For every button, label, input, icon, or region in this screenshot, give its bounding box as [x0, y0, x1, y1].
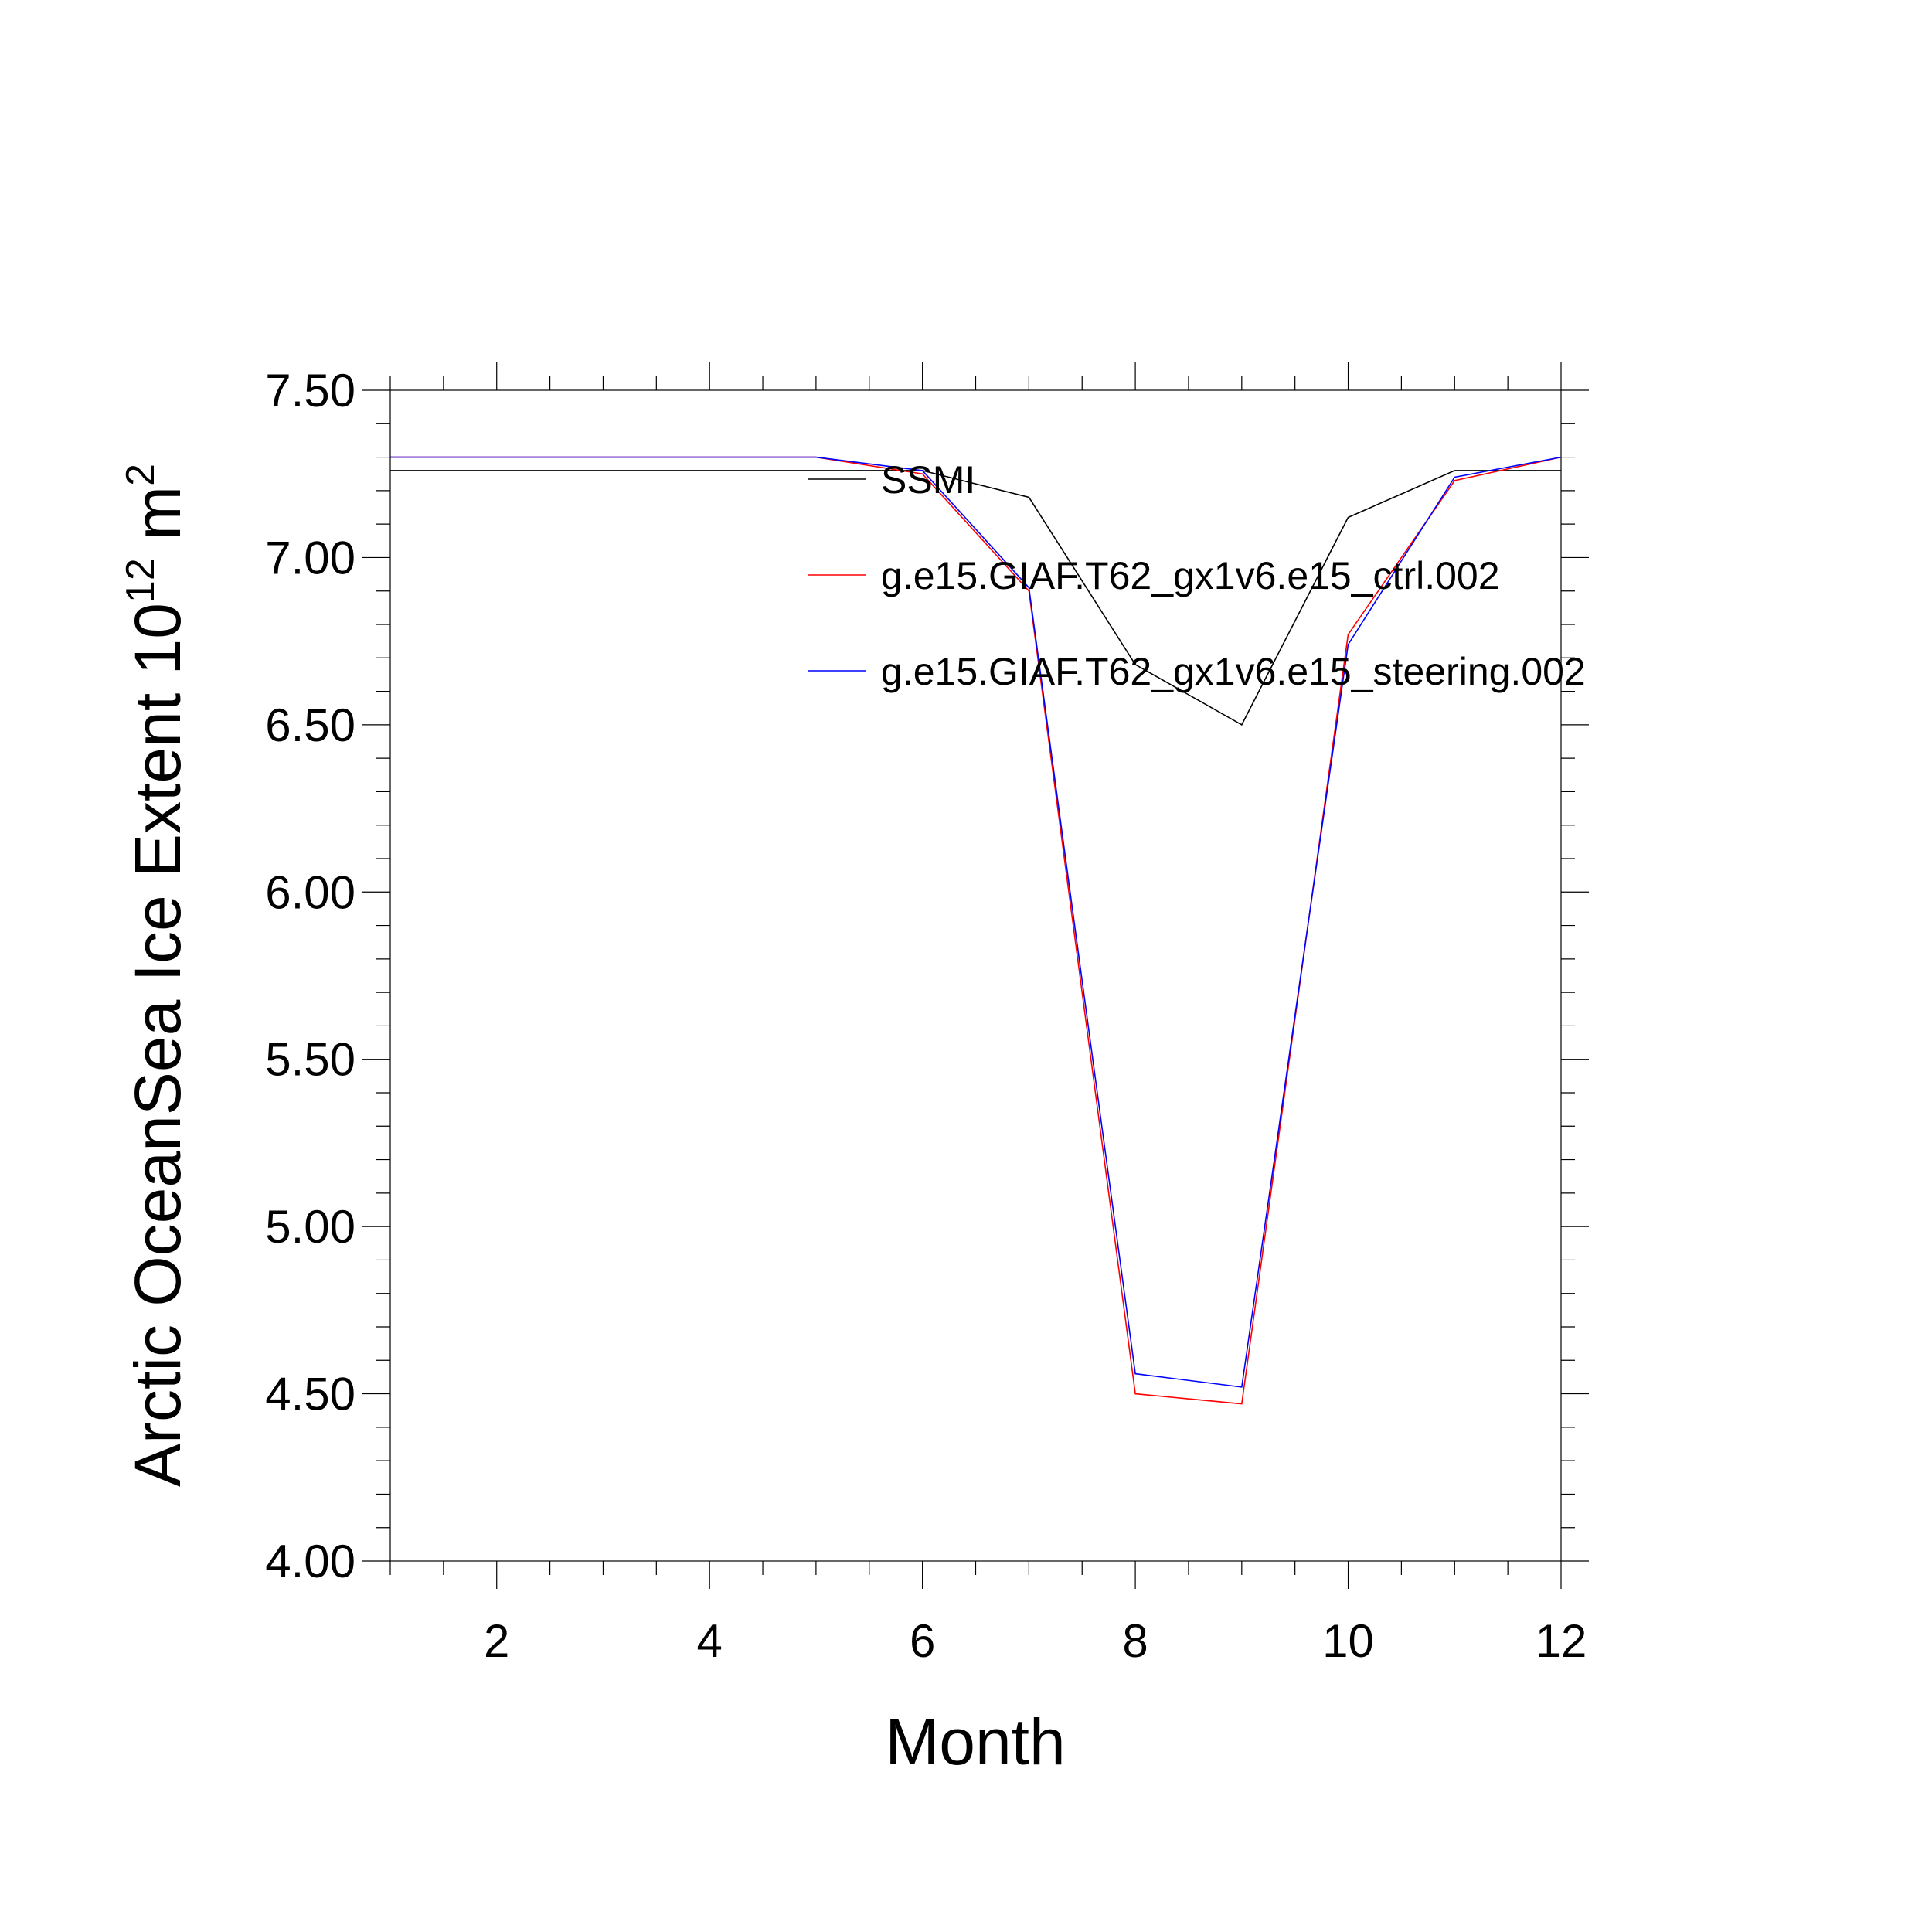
x-tick-label: 4: [696, 1615, 722, 1667]
legend: SSMI g.e15.GIAF.T62_gx1v6.e15_ctrl.002 g.e…: [808, 458, 1586, 693]
y-tick-label: 4.50: [265, 1369, 355, 1420]
y-tick-label: 5.50: [265, 1034, 355, 1086]
y-axis-title-exponent: 12: [118, 558, 163, 603]
y-tick-label: 4.00: [265, 1536, 355, 1587]
y-tick-label: 7.00: [265, 532, 355, 583]
legend-label-1: g.e15.GIAF.T62_gx1v6.e15_ctrl.002: [881, 554, 1500, 597]
x-tick-label: 8: [1122, 1615, 1148, 1667]
plot-frame: [389, 389, 1562, 1562]
series-line-0: [390, 470, 1561, 726]
tick-labels: 2 4 6 8 10 12 4.00 4.50 5.00 5.50 6.00 6.50 7.00 7.50: [265, 365, 1587, 1667]
y-tick-label: 7.50: [265, 365, 355, 417]
y-axis-title-main: Arctic OceanSea Ice Extent 10: [121, 603, 194, 1487]
x-axis-title: Month: [885, 1706, 1065, 1778]
legend-label-2: g.e15.GIAF.T62_gx1v6.e15_steering.002: [881, 650, 1586, 693]
y-tick-label: 6.50: [265, 699, 355, 751]
x-tick-label: 2: [484, 1615, 509, 1667]
y-axis-title-unit: m: [121, 486, 194, 558]
series-line-1: [390, 456, 1562, 1405]
x-tick-label: 12: [1536, 1615, 1587, 1667]
legend-label-0: SSMI: [881, 458, 975, 502]
y-tick-label: 6.00: [265, 866, 355, 918]
axis-ticks: [362, 362, 1589, 1589]
y-tick-label: 5.00: [265, 1201, 355, 1253]
x-tick-label: 6: [910, 1615, 935, 1667]
series-lines: [390, 456, 1562, 1405]
x-tick-label: 10: [1322, 1615, 1374, 1667]
series-line-2: [390, 456, 1562, 1388]
y-axis-title-unit-exponent: 2: [118, 464, 163, 486]
y-axis-title: Arctic OceanSea Ice Extent 1012 m2: [118, 464, 194, 1487]
